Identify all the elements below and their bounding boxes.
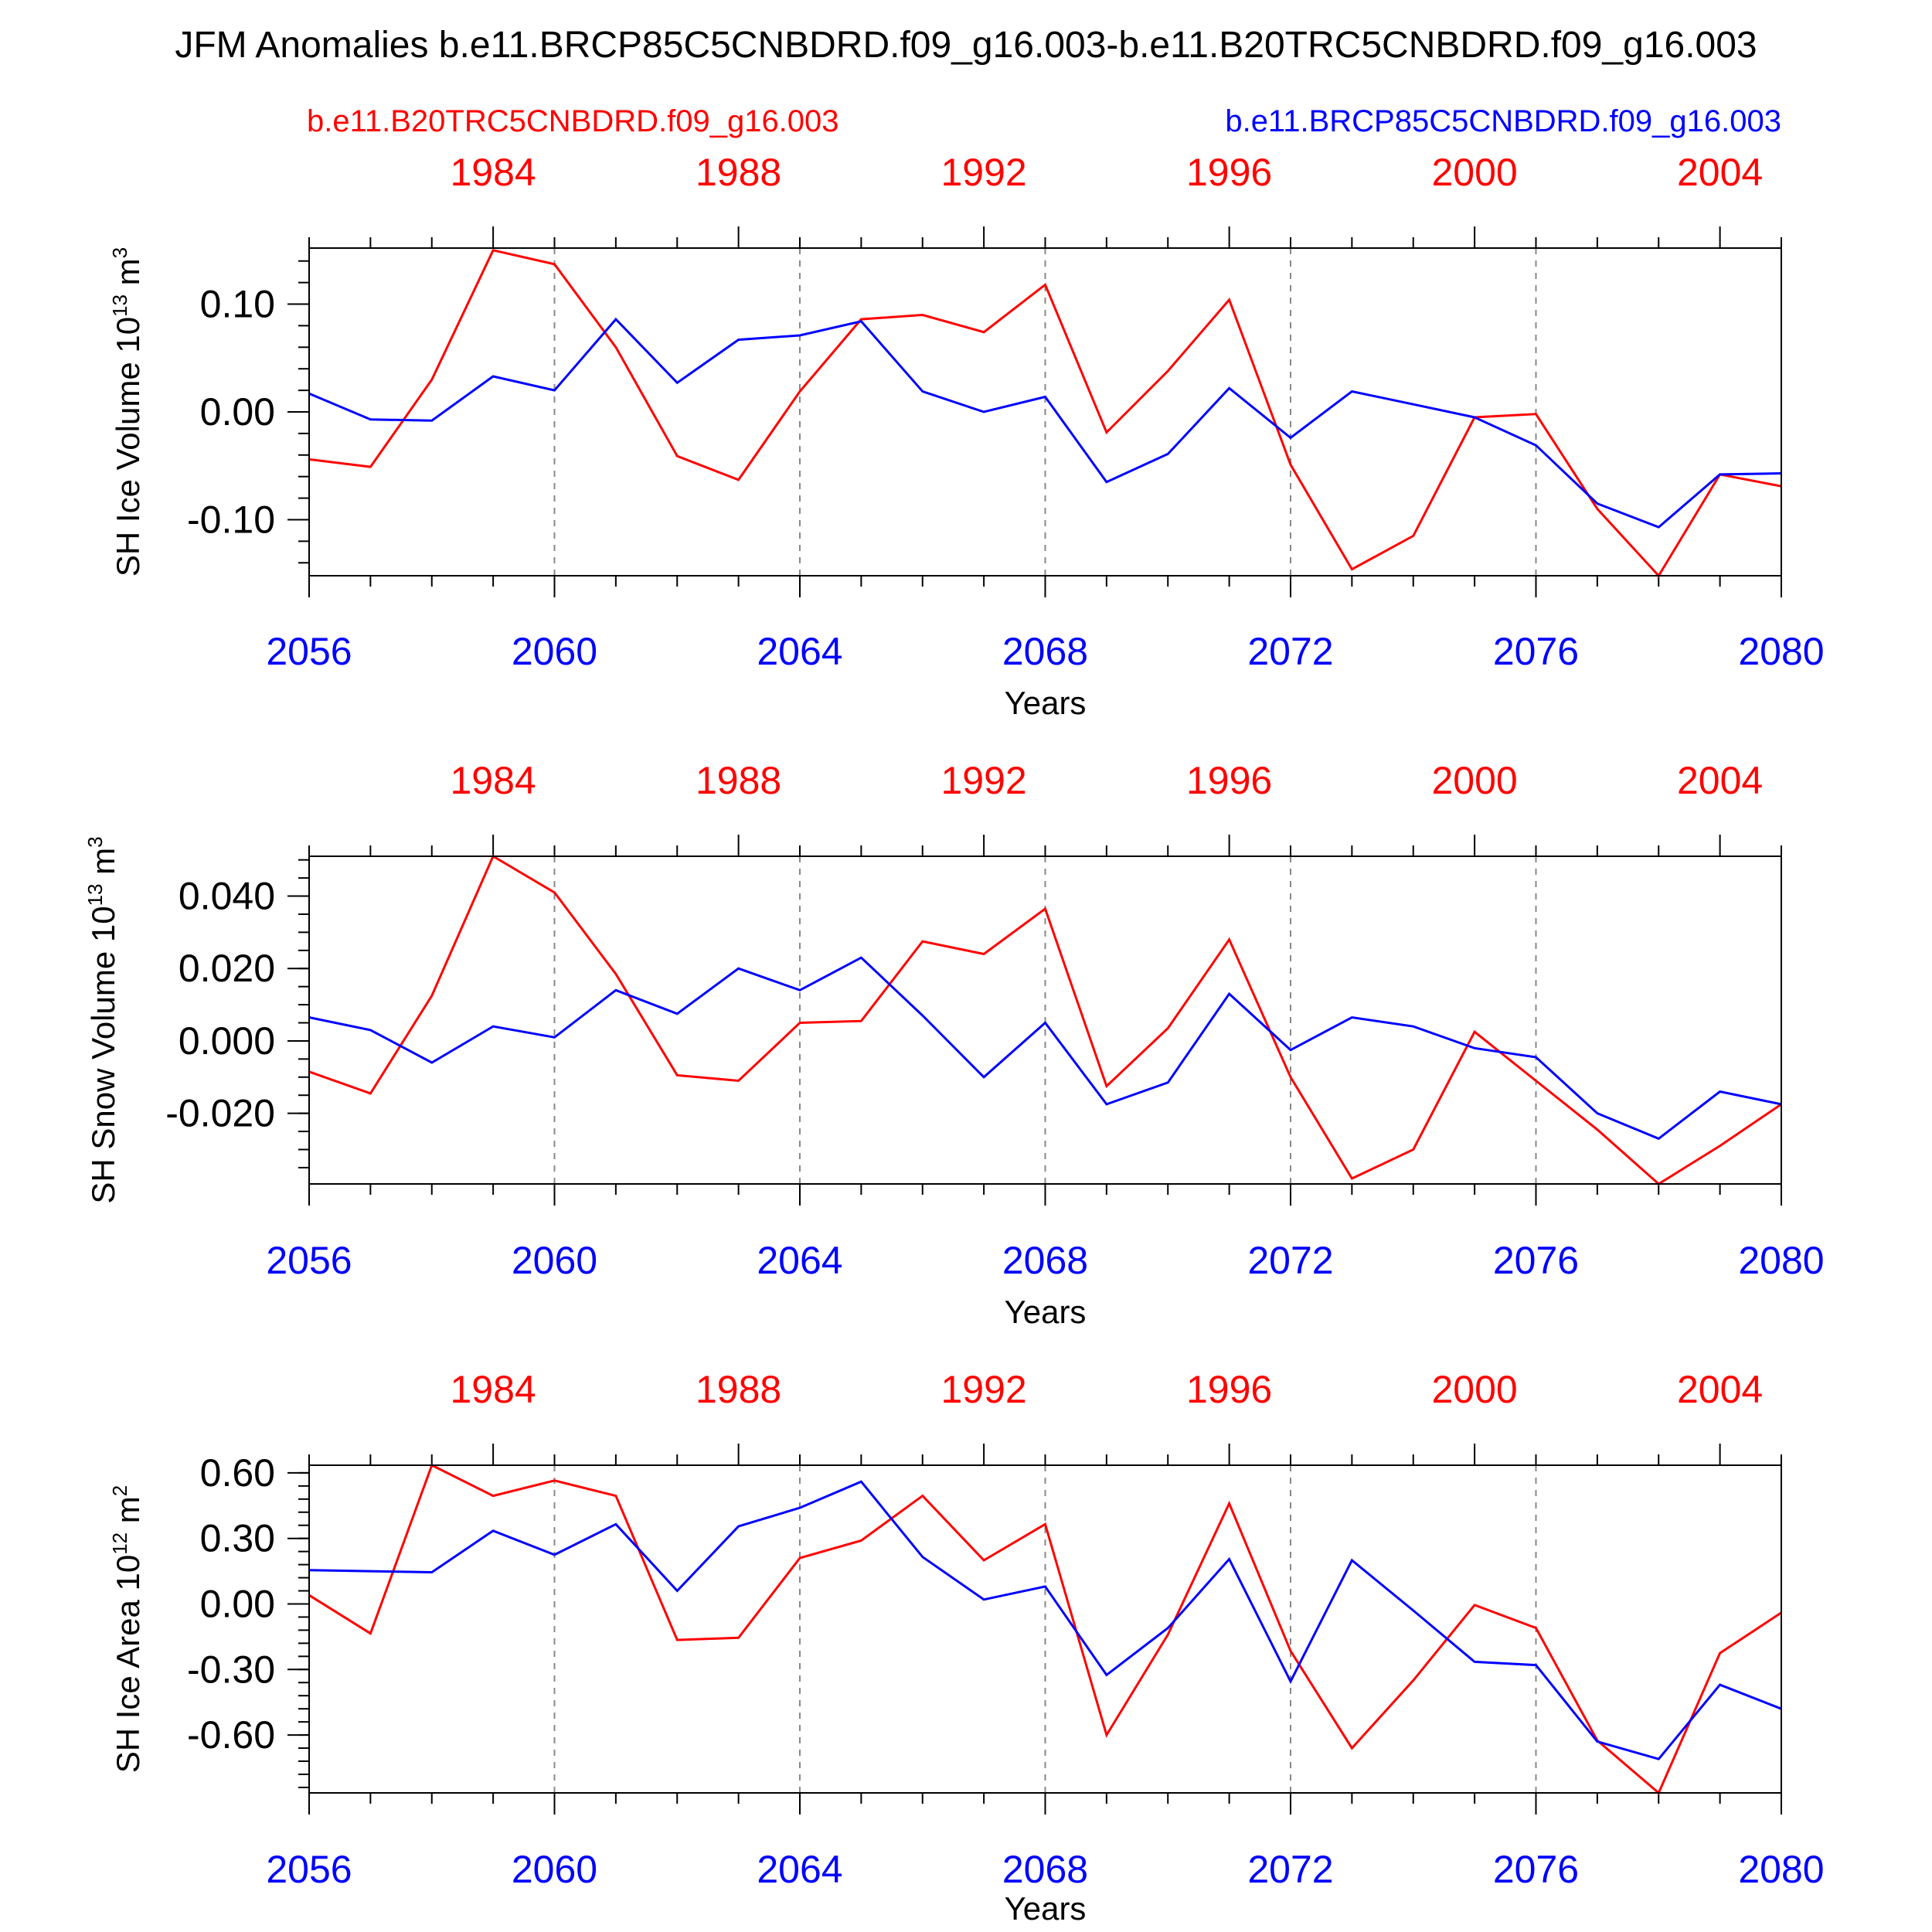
plot-frame [308,855,1782,1185]
x-bottom-tick-label: 2068 [1002,630,1088,673]
y-axis-label-part: 13 [108,294,131,317]
x-bottom-tick-label: 2080 [1738,1848,1824,1891]
x-bottom-tick-label: 2076 [1493,1239,1579,1282]
legend-historical-label: b.e11.B20TRC5CNBDRD.f09_g16.003 [307,104,839,138]
x-bottom-tick-label: 2056 [266,1848,352,1891]
x-axis-label: Years [1005,685,1087,721]
x-bottom-tick-label: 2080 [1738,630,1824,673]
series-historical-line [308,1463,1782,1795]
x-bottom-tick-label: 2064 [757,1239,842,1282]
x-top-tick-label: 1992 [941,151,1027,194]
y-axis-label-part: SH Ice Area 10 [110,1555,146,1774]
x-top-tick-label: 2000 [1432,759,1518,802]
chart-panels: 2056 2060 2064 2068 2072 2076 2080 1984 1988 1992… [83,151,1825,1927]
x-bottom-tick-label: 2080 [1738,1239,1824,1282]
x-top-tick-label: 1996 [1186,151,1272,194]
y-axis-label-part: m [85,848,121,884]
y-axis-label-part: 12 [108,1532,131,1555]
x-top-tick-label: 1984 [451,1368,536,1411]
y-tick-label: 0.00 [200,390,275,434]
x-top-tick-label: 2004 [1677,1368,1763,1411]
y-axis-label-part: 3 [108,247,131,258]
y-axis-label: SH Ice Area 1012 m2 [108,1485,146,1774]
y-axis-label-part: 2 [108,1485,131,1496]
x-bottom-tick-label: 2060 [512,1848,597,1891]
y-tick-label: -0.020 [165,1092,275,1135]
x-top-tick-label: 2000 [1432,151,1518,194]
x-top-tick-label: 1988 [696,1368,781,1411]
y-axis-label-part: m [110,258,146,294]
y-tick-label: -0.30 [187,1648,275,1691]
x-bottom-tick-label: 2072 [1247,1239,1333,1282]
x-top-tick-label: 2004 [1677,759,1763,802]
x-bottom-tick-label: 2068 [1002,1239,1088,1282]
y-axis-label: SH Ice Volume 1013 m3 [108,247,146,577]
y-tick-label: 0.60 [200,1451,275,1495]
series-future-line [308,956,1782,1141]
y-tick-label: 0.000 [179,1019,275,1063]
y-tick-label: 0.00 [200,1582,275,1625]
series-historical-line [308,249,1782,578]
y-tick-label: -0.10 [187,498,275,541]
x-top-tick-label: 2004 [1677,151,1763,194]
y-tick-label: 0.10 [200,283,275,326]
y-axis-label: SH Snow Volume 1013 m3 [83,836,121,1203]
y-tick-label: -0.60 [187,1713,275,1757]
x-bottom-tick-label: 2056 [266,630,352,673]
x-top-tick-label: 1988 [696,759,781,802]
y-axis-label-part: SH Snow Volume 10 [85,906,121,1203]
y-axis-label-part: 13 [83,883,107,906]
x-bottom-tick-label: 2076 [1493,630,1579,673]
plot-frame [308,247,1782,577]
x-bottom-tick-label: 2056 [266,1239,352,1282]
y-axis-label-part: SH Ice Volume 10 [110,317,146,577]
x-top-tick-label: 1992 [941,1368,1027,1411]
x-top-tick-label: 1992 [941,759,1027,802]
chart-panel-2: 2056 2060 2064 2068 2072 2076 2080 1984 1988 1992… [83,759,1825,1330]
legend-future-label: b.e11.BRCP85C5CNBDRD.f09_g16.003 [1225,104,1781,138]
x-bottom-tick-label: 2076 [1493,1848,1579,1891]
x-bottom-tick-label: 2060 [512,1239,597,1282]
x-bottom-tick-label: 2064 [757,630,842,673]
x-top-tick-label: 1988 [696,151,781,194]
series-future-line [308,1480,1782,1760]
y-tick-label: 0.020 [179,947,275,990]
chart-panel-1: 2056 2060 2064 2068 2072 2076 2080 1984 1988 1992… [108,151,1825,721]
x-top-tick-label: 1984 [451,151,536,194]
x-bottom-tick-label: 2072 [1247,630,1333,673]
series-future-line [308,317,1782,529]
figure-title: JFM Anomalies b.e11.BRCP85C5CNBDRD.f09_g… [175,25,1757,66]
x-axis-label: Years [1005,1890,1087,1927]
x-bottom-tick-label: 2072 [1247,1848,1333,1891]
x-top-tick-label: 1996 [1186,759,1272,802]
y-axis-label-part: 3 [83,836,107,847]
y-tick-label: 0.30 [200,1517,275,1560]
x-top-tick-label: 1984 [451,759,536,802]
plot-frame [308,1464,1782,1794]
x-bottom-tick-label: 2060 [512,630,597,673]
chart-panel-3: 2056 2060 2064 2068 2072 2076 2080 1984 1988 1992… [108,1368,1825,1927]
x-bottom-tick-label: 2064 [757,1848,842,1891]
y-tick-label: 0.040 [179,875,275,918]
x-top-tick-label: 2000 [1432,1368,1518,1411]
y-axis-label-part: m [110,1496,146,1532]
series-historical-line [308,854,1782,1185]
x-bottom-tick-label: 2068 [1002,1848,1088,1891]
x-axis-label: Years [1005,1294,1087,1330]
x-top-tick-label: 1996 [1186,1368,1272,1411]
